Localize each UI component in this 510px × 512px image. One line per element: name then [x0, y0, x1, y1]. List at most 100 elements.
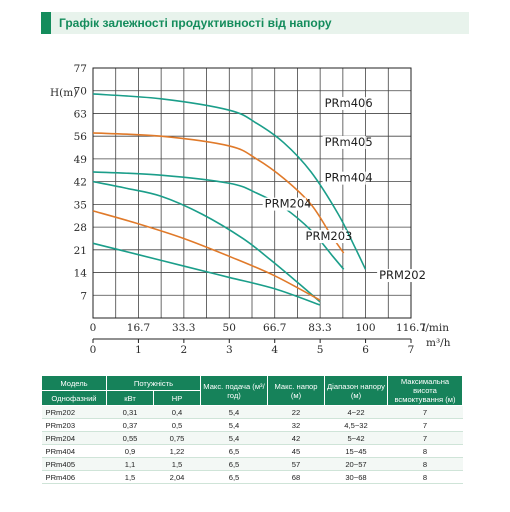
table-cell: 32 [267, 418, 325, 432]
table-cell: 0,5 [153, 418, 201, 432]
x-tick-label-lmin: 83.3 [308, 322, 331, 334]
table-cell: 1,22 [153, 444, 201, 458]
table-cell: 6,5 [200, 470, 268, 484]
header-model: Модель [41, 375, 107, 391]
series-prm404-curve [92, 171, 345, 270]
header-head: Макс. напор (м) [267, 375, 325, 406]
y-tick-label: 21 [74, 245, 87, 257]
series-label-bg [303, 230, 347, 244]
x-tick-label-lmin: 100 [355, 322, 375, 334]
x-tick-label-lmin: 66.7 [263, 322, 286, 334]
table-cell: 7 [387, 431, 463, 445]
table-cell: 6,5 [200, 457, 268, 471]
table-cell: 5,4 [200, 405, 268, 419]
series-label-bg [377, 269, 421, 283]
plot-frame [92, 67, 412, 319]
header-kw: кВт [106, 390, 154, 406]
header-suction: Максимальна висота всмоктування (м) [387, 375, 463, 406]
table-cell: PRm405 [41, 457, 107, 471]
table-cell: PRm202 [41, 405, 107, 419]
x-tick-label-m3h: 4 [271, 344, 278, 356]
table-cell: 0,4 [153, 405, 201, 419]
table-cell: 0,9 [106, 444, 154, 458]
series-prm406-label: PRm406 [325, 96, 373, 110]
table-cell: 5,4 [200, 418, 268, 432]
x-axis-unit-lmin: l/min [422, 322, 449, 334]
table-row: PRm405 1,1 1,5 6,5 57 20~57 8 [41, 457, 463, 471]
series-prm202-label: PRM202 [379, 268, 426, 282]
table-row: PRm204 0,55 0,75 5,4 42 5~42 7 [41, 431, 463, 445]
table-cell: 1,5 [106, 470, 154, 484]
x-tick-label-lmin: 16.7 [127, 322, 150, 334]
table-cell: 20~57 [324, 457, 388, 471]
y-tick-label: 56 [74, 131, 88, 143]
y-tick-label: 14 [74, 268, 88, 280]
series-prm204-curve [92, 180, 321, 303]
table-row: PRm404 0,9 1,22 6,5 45 15~45 8 [41, 444, 463, 458]
x-tick-label-m3h: 6 [362, 344, 369, 356]
y-tick-label: 35 [74, 199, 87, 211]
table-cell: 8 [387, 457, 463, 471]
y-tick-label: 28 [74, 222, 87, 234]
header-range: Діапазон напору (м) [324, 375, 388, 406]
y-tick-label: 70 [74, 86, 87, 98]
table-cell: 8 [387, 444, 463, 458]
table-cell: 7 [387, 405, 463, 419]
spec-table: Модель Потужність Макс. подача (м³/год) … [41, 375, 463, 484]
table-cell: 6,5 [200, 444, 268, 458]
table-cell: 5,4 [200, 431, 268, 445]
table-cell: PRm404 [41, 444, 107, 458]
x-tick-label-m3h: 2 [181, 344, 188, 356]
table-row: PRm406 1,5 2,04 6,5 68 30~68 8 [41, 470, 463, 484]
header-hp: HP [153, 390, 201, 406]
x-tick-label-lmin: 33.3 [172, 322, 195, 334]
series-prm204-label: PRM204 [265, 197, 312, 211]
table-cell: 8 [387, 470, 463, 484]
table-cell: PRm406 [41, 470, 107, 484]
x-axis-unit-m3h: m³/h [426, 337, 451, 349]
series-prm405-label: PRm405 [325, 135, 373, 149]
x-tick-label-m3h: 7 [408, 344, 415, 356]
header-power: Потужність [106, 375, 201, 391]
y-axis-label: H(m) [50, 87, 77, 99]
x-tick-label-lmin: 50 [223, 322, 236, 334]
header-flow: Макс. подача (м³/год) [200, 375, 268, 406]
table-cell: 0,55 [106, 431, 154, 445]
series-prm404-label: PRm404 [325, 171, 373, 185]
table-cell: 5~42 [324, 431, 388, 445]
spec-table-body: PRm202 0,31 0,4 5,4 22 4~22 7 PRm203 0,37 0,5 5,4 3… [41, 405, 463, 484]
series-label-bg [322, 171, 366, 185]
table-cell: 57 [267, 457, 325, 471]
title-bar: Графік залежності продуктивності від нап… [41, 12, 469, 34]
x-tick-label-m3h: 3 [226, 344, 233, 356]
table-cell: 22 [267, 405, 325, 419]
series-label-bg [262, 197, 306, 211]
x-tick-label-lmin: 116.7 [396, 322, 426, 334]
table-cell: 68 [267, 470, 325, 484]
table-cell: 1,5 [153, 457, 201, 471]
table-cell: 0,31 [106, 405, 154, 419]
table-cell: 30~68 [324, 470, 388, 484]
series-label-bg [322, 96, 366, 110]
table-cell: PRm204 [41, 431, 107, 445]
table-cell: 4~22 [324, 405, 388, 419]
header-phase: Однофазний [41, 390, 107, 406]
table-cell: 45 [267, 444, 325, 458]
table-cell: PRm203 [41, 418, 107, 432]
table-row: PRm202 0,31 0,4 5,4 22 4~22 7 [41, 405, 463, 419]
series-prm203-label: PRM203 [306, 229, 353, 243]
x-tick-label-m3h: 0 [90, 344, 97, 356]
series-label-bg [322, 135, 366, 149]
y-tick-label: 49 [74, 154, 87, 166]
y-tick-label: 63 [74, 108, 87, 120]
chart-title: Графік залежності продуктивності від нап… [59, 16, 332, 30]
table-cell: 0,37 [106, 418, 154, 432]
table-cell: 7 [387, 418, 463, 432]
title-marker [41, 12, 51, 34]
x-tick-label-m3h: 5 [317, 344, 324, 356]
series-labels: PRm406 PRm405 PRm404 PRM204 PRM203 PRM202 [262, 96, 426, 283]
series-prm202-curve [92, 242, 321, 306]
table-cell: 2,04 [153, 470, 201, 484]
